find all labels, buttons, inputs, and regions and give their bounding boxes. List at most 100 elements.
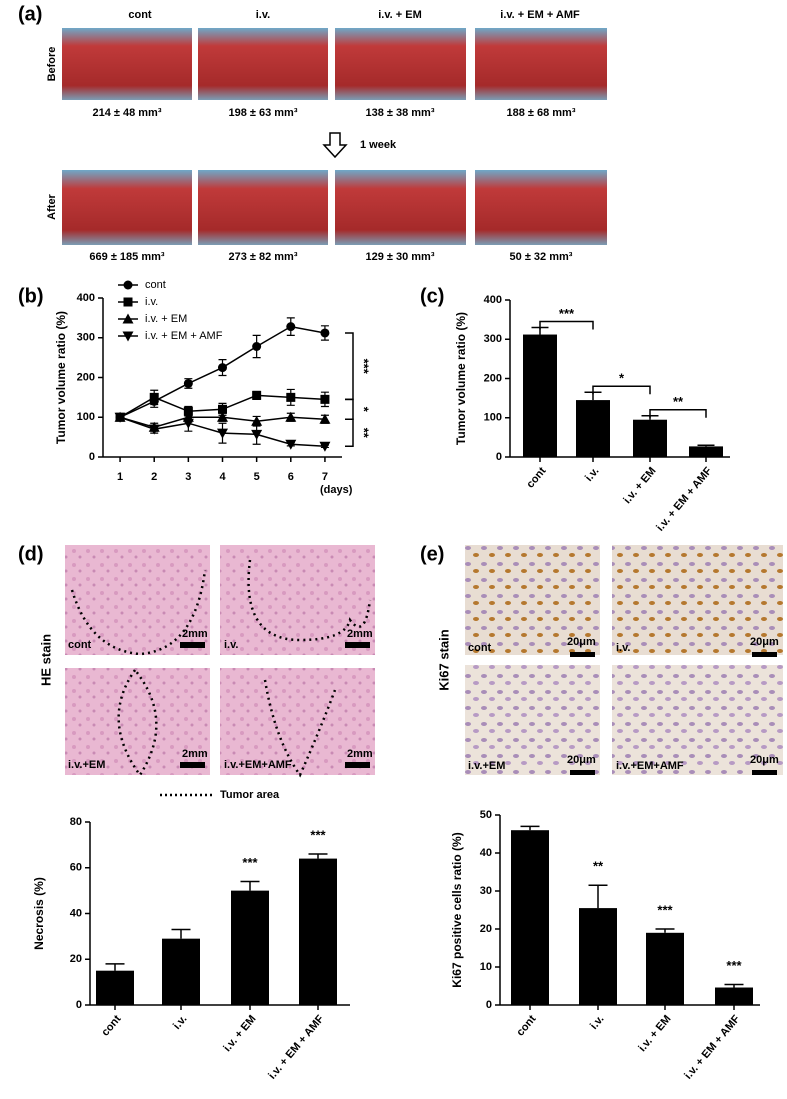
- image-label: i.v.: [616, 642, 630, 654]
- y-tick-label: 0: [486, 999, 492, 1011]
- image-label: i.v.: [224, 639, 238, 651]
- x-tick-label: 2: [151, 471, 157, 483]
- row-label: After: [46, 193, 58, 219]
- y-tick-label: 100: [484, 412, 502, 424]
- legend-label: i.v. + EM: [145, 313, 187, 325]
- marker: [320, 394, 330, 404]
- bar: [633, 419, 667, 457]
- bar: [511, 830, 549, 1005]
- scale-label: 20μm: [750, 636, 779, 648]
- bar: [715, 987, 753, 1005]
- significance: *: [619, 371, 625, 386]
- marker: [114, 412, 126, 423]
- scale-label: 2mm: [347, 628, 373, 640]
- x-tick-label: i.v.: [588, 1013, 607, 1032]
- y-tick-label: 0: [76, 999, 82, 1011]
- x-tick-label: i.v.: [171, 1013, 190, 1032]
- x-tick-label: i.v. + EM + AMF: [682, 1013, 742, 1082]
- column-label: i.v. + EM: [378, 9, 422, 21]
- marker: [148, 424, 160, 435]
- x-tick-label: cont: [99, 1013, 123, 1039]
- significance: **: [673, 394, 684, 409]
- bracket: [345, 418, 354, 448]
- bracket: [649, 409, 707, 418]
- row-label: Before: [46, 47, 58, 82]
- column-label: i.v.: [256, 9, 270, 21]
- x-tick-label: i.v. + EM + AMF: [266, 1013, 326, 1082]
- legend-marker: [122, 313, 134, 324]
- y-tick-label: 80: [70, 816, 82, 828]
- marker: [319, 413, 331, 424]
- marker: [218, 363, 227, 373]
- x-tick-label: i.v. + EM: [636, 1013, 673, 1054]
- marker: [286, 322, 296, 332]
- scale-label: 2mm: [347, 748, 373, 760]
- stain-label: Ki67 stain: [436, 629, 451, 690]
- y-axis-label: Ki67 positive cells ratio (%): [450, 832, 464, 987]
- marker: [252, 390, 262, 400]
- legend-label: Tumor area: [220, 789, 280, 801]
- y-tick-label: 40: [480, 847, 492, 859]
- significance: *: [357, 407, 372, 413]
- marker: [251, 415, 263, 426]
- panel-label: (a): [18, 3, 42, 25]
- marker: [217, 428, 228, 439]
- error-bar: [724, 983, 744, 988]
- significance: ***: [357, 359, 372, 375]
- panel-label: (d): [18, 543, 44, 565]
- volume: 198 ± 63 mm³: [228, 107, 297, 119]
- scale-label: 20μm: [567, 636, 596, 648]
- panel-label: (e): [420, 543, 444, 565]
- x-tick-label: i.v. + EM: [221, 1013, 258, 1054]
- significance: **: [357, 428, 372, 439]
- marker: [286, 392, 296, 402]
- bracket: [345, 332, 354, 401]
- error-bar: [697, 444, 715, 447]
- panel-label: (c): [420, 285, 444, 307]
- bar: [231, 890, 269, 1005]
- bar: [523, 334, 557, 457]
- x-tick-label: i.v. + EM: [621, 465, 658, 506]
- volume: 188 ± 68 mm³: [506, 107, 575, 119]
- legend-marker: [123, 297, 133, 307]
- marker: [183, 406, 193, 416]
- legend-marker: [123, 280, 133, 290]
- stain-label: HE stain: [38, 634, 53, 686]
- significance: ***: [310, 827, 326, 842]
- y-tick-label: 20: [480, 923, 492, 935]
- error-bar: [171, 928, 191, 939]
- x-tick-label: cont: [524, 465, 548, 491]
- marker: [149, 392, 159, 402]
- marker: [183, 378, 193, 388]
- y-tick-label: 200: [77, 371, 95, 383]
- y-tick-label: 300: [484, 333, 502, 345]
- y-tick-label: 100: [77, 411, 95, 423]
- bar: [162, 938, 200, 1005]
- y-tick-label: 30: [480, 885, 492, 897]
- volume: 50 ± 32 mm³: [510, 251, 573, 263]
- y-tick-label: 50: [480, 809, 492, 821]
- x-tick-label: 3: [185, 471, 191, 483]
- marker: [285, 439, 297, 450]
- interval: 1 week: [360, 139, 397, 151]
- significance: ***: [726, 958, 742, 973]
- y-tick-label: 400: [77, 292, 95, 304]
- error-bar: [308, 853, 328, 859]
- photos-a: [62, 28, 607, 245]
- bracket: [592, 385, 651, 395]
- image-label: i.v.+EM+AMF: [616, 760, 684, 772]
- bar: [689, 446, 723, 457]
- x-tick-label: 1: [117, 471, 123, 483]
- marker: [217, 411, 228, 422]
- y-tick-label: 20: [70, 953, 82, 965]
- y-tick-label: 400: [484, 294, 502, 306]
- marker: [285, 411, 297, 422]
- volume: 214 ± 48 mm³: [92, 107, 161, 119]
- x-tick-label: i.v.: [583, 465, 602, 484]
- marker: [251, 429, 263, 440]
- marker: [182, 418, 194, 429]
- bar: [96, 970, 134, 1005]
- x-tick-label: i.v. + EM + AMF: [654, 465, 714, 534]
- bar: [646, 932, 684, 1005]
